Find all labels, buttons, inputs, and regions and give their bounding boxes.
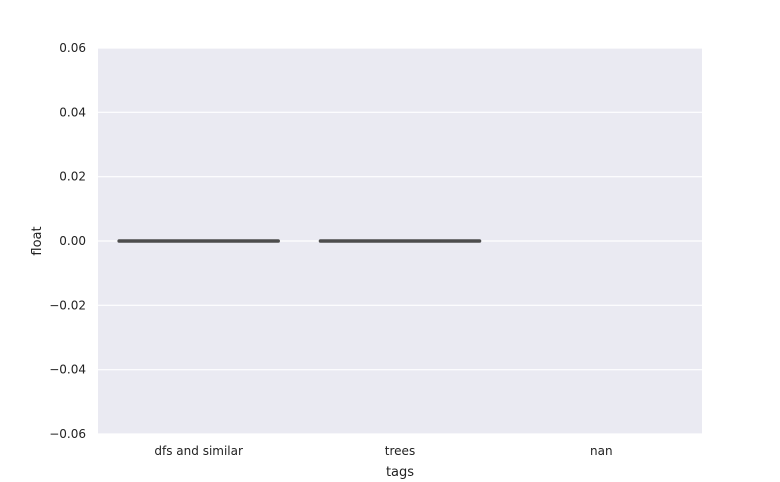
y-axis-label: float: [30, 226, 45, 255]
y-tick-label: −0.06: [49, 427, 86, 441]
y-tick-label: 0.04: [59, 105, 86, 119]
y-axis-ticks: 0.06 0.04 0.02 0.00 −0.02 −0.04 −0.06: [49, 41, 86, 441]
x-axis-ticks: dfs and similar trees nan: [154, 444, 612, 458]
x-tick-label: dfs and similar: [154, 444, 243, 458]
y-tick-label: 0.06: [59, 41, 86, 55]
y-tick-label: 0.00: [59, 234, 86, 248]
boxes: [117, 239, 482, 243]
x-tick-label: trees: [385, 444, 415, 458]
x-axis-label: tags: [386, 465, 414, 480]
box-0: [117, 239, 280, 243]
y-tick-label: 0.02: [59, 170, 86, 184]
box-1: [318, 239, 482, 243]
y-tick-label: −0.04: [49, 363, 86, 377]
y-tick-label: −0.02: [49, 298, 86, 312]
x-tick-label: nan: [590, 444, 613, 458]
